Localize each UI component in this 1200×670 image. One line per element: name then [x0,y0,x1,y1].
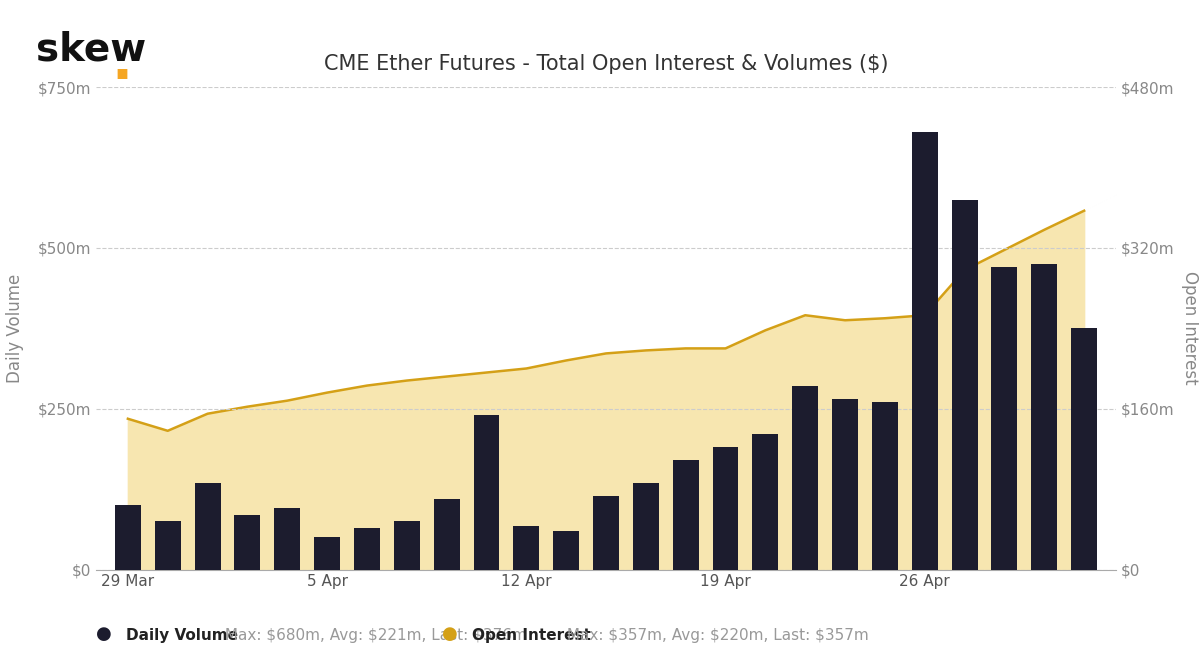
Bar [275,509,300,570]
Bar [593,496,619,570]
Text: ●: ● [96,625,112,643]
Bar [354,528,380,570]
Text: Max: $357m, Avg: $220m, Last: $357m: Max: $357m, Avg: $220m, Last: $357m [562,628,869,643]
Bar [952,200,978,570]
Text: .: . [112,37,132,91]
Bar [912,132,937,570]
Bar [115,505,140,570]
Title: CME Ether Futures - Total Open Interest & Volumes ($): CME Ether Futures - Total Open Interest … [324,54,888,74]
Bar [194,482,221,570]
Y-axis label: Open Interest: Open Interest [1182,271,1200,385]
Bar [155,521,181,570]
Bar [514,526,539,570]
Bar [474,415,499,570]
Bar [314,537,340,570]
Bar [792,386,818,570]
Text: skew: skew [36,30,146,68]
Bar [673,460,698,570]
Bar [394,521,420,570]
Text: ●: ● [442,625,457,643]
Text: Max: $680m, Avg: $221m, Last: $376m: Max: $680m, Avg: $221m, Last: $376m [220,628,527,643]
Text: Daily Volume: Daily Volume [126,628,238,643]
Bar [991,267,1018,570]
Bar [234,515,260,570]
Text: Open Interest: Open Interest [472,628,590,643]
Bar [713,448,738,570]
Bar [632,482,659,570]
Bar [1031,264,1057,570]
Bar [553,531,580,570]
Bar [433,498,460,570]
Bar [752,434,779,570]
Bar [872,402,898,570]
Y-axis label: Daily Volume: Daily Volume [6,273,24,383]
Bar [832,399,858,570]
Bar [1072,328,1097,570]
